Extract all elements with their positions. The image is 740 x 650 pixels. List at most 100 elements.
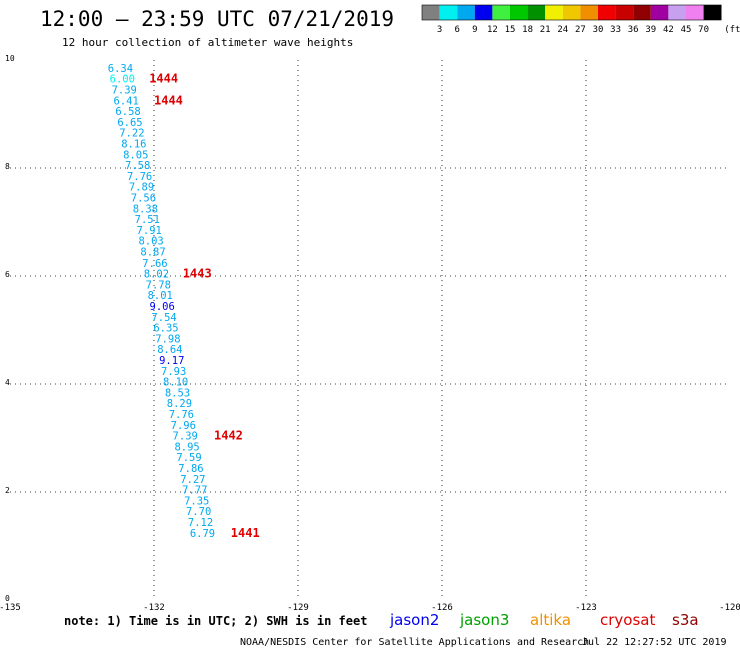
wave-height-label: 7.56 xyxy=(131,192,156,204)
wave-height-label: 6.35 xyxy=(153,323,178,335)
colorbar-label: 30 xyxy=(593,25,604,35)
colorbar-label: 42 xyxy=(663,25,674,35)
satellite-legend: jason2 jason3 altika cryosat s3a xyxy=(389,611,699,629)
satellite-legend-entry: jason3 xyxy=(459,611,509,629)
x-tick-label: -132 xyxy=(143,603,165,613)
colorbar-label: 15 xyxy=(505,25,516,35)
colorbar-frame xyxy=(421,4,722,21)
wave-height-label: 7.59 xyxy=(176,452,201,464)
colorbar-swatch xyxy=(633,5,651,20)
grid-lines xyxy=(10,60,730,600)
wave-height-label: 8.01 xyxy=(148,290,173,302)
wave-height-label: 8.03 xyxy=(138,236,163,248)
colorbar-swatch xyxy=(562,5,581,20)
pass-annotation: 1441 xyxy=(231,526,260,540)
wave-height-label: 7.66 xyxy=(142,258,167,270)
wave-height-label: 7.93 xyxy=(161,366,186,378)
colorbar-swatch xyxy=(615,5,634,20)
units-note: note: 1) Time is in UTC; 2) SWH is in fe… xyxy=(64,614,367,628)
colorbar-label: 24 xyxy=(557,25,568,35)
colorbar-label: 18 xyxy=(522,25,533,35)
wave-height-label: 8.16 xyxy=(121,138,146,150)
wave-height-label: 7.58 xyxy=(125,160,150,172)
colorbar-label: 36 xyxy=(628,25,639,35)
wave-height-label: 7.35 xyxy=(184,495,209,507)
colorbar-swatch xyxy=(545,5,563,20)
colorbar-swatch xyxy=(580,5,598,20)
colorbar-swatch xyxy=(650,5,669,20)
satellite-legend-entry: altika xyxy=(530,611,571,629)
chart-title: 12:00 – 23:59 UTC 07/21/2019 xyxy=(40,7,394,31)
wave-height-label: 6.00 xyxy=(110,74,135,86)
wave-height-label: 8.53 xyxy=(165,387,190,399)
colorbar-swatch xyxy=(668,5,686,20)
wave-height-label: 6.65 xyxy=(117,117,142,129)
x-tick-label: -126 xyxy=(431,603,453,613)
colorbar-swatch xyxy=(703,5,722,20)
y-tick-label: 6 xyxy=(5,270,10,279)
wave-height-label: 7.91 xyxy=(137,225,162,237)
colorbar-label: 39 xyxy=(645,25,656,35)
pass-annotation: 1444 xyxy=(154,93,183,107)
colorbar-label: 12 xyxy=(487,25,498,35)
wave-height-label: 7.86 xyxy=(178,463,203,475)
x-tick-label: -129 xyxy=(287,603,309,613)
colorbar-swatch xyxy=(474,5,493,20)
colorbar-label: 45 xyxy=(681,25,692,35)
pass-number-annotations: 1444 1444 1443 1442 1441 xyxy=(149,72,260,540)
colorbar-unit: (ft) xyxy=(724,25,740,35)
wave-height-label: 7.12 xyxy=(188,517,213,529)
colorbar-swatch xyxy=(527,5,546,20)
colorbar-swatch xyxy=(686,5,704,20)
x-tick-label: -123 xyxy=(575,603,597,613)
wave-height-label: 7.98 xyxy=(155,333,180,345)
wave-height-label: 7.77 xyxy=(182,485,207,497)
generated-timestamp: Jul 22 12:27:52 UTC 2019 xyxy=(582,637,727,648)
wave-height-label: 6.34 xyxy=(108,63,133,75)
wave-height-label: 6.79 xyxy=(190,528,215,540)
credit-line: NOAA/NESDIS Center for Satellite Applica… xyxy=(240,637,589,648)
wave-height-label: 8.05 xyxy=(123,149,148,161)
wave-height-label: 7.96 xyxy=(171,420,196,432)
wave-height-label: 7.39 xyxy=(112,84,137,96)
colorbar-label: 3 xyxy=(437,25,442,35)
y-tick-label: 8 xyxy=(5,162,10,171)
x-tick-label: -120 xyxy=(719,603,740,613)
data-point-labels: 6.346.007.396.416.586.657.228.168.057.58… xyxy=(108,63,215,540)
wave-height-label: 8.64 xyxy=(157,344,182,356)
colorbar-swatch xyxy=(492,5,510,20)
colorbar-label: 70 xyxy=(698,25,709,35)
wave-height-label: 8.02 xyxy=(144,269,169,281)
x-axis-ticks: -135 -132 -129 -126 -123 -120 xyxy=(0,603,740,613)
wave-height-label: 7.39 xyxy=(173,431,198,443)
colorbar-swatch xyxy=(598,5,616,20)
wave-height-label: 7.76 xyxy=(169,409,194,421)
wave-height-label: 7.76 xyxy=(127,171,152,183)
satellite-legend-entry: cryosat xyxy=(600,611,655,629)
colorbar-swatch xyxy=(422,5,440,20)
pass-annotation: 1444 xyxy=(149,72,178,86)
wave-height-label: 9.06 xyxy=(150,301,175,313)
wave-height-label: 6.41 xyxy=(114,95,139,107)
wave-height-label: 8.10 xyxy=(163,377,188,389)
satellite-legend-entry: s3a xyxy=(672,611,699,629)
wave-height-label: 7.22 xyxy=(119,128,144,140)
wave-height-label: 8.87 xyxy=(140,246,165,258)
wave-height-label: 7.27 xyxy=(180,474,205,486)
wave-height-label: 6.58 xyxy=(115,106,140,118)
colorbar-swatch xyxy=(439,5,458,20)
y-tick-label: 0 xyxy=(5,594,10,603)
wave-height-label: 7.89 xyxy=(129,182,154,194)
wave-height-label: 8.95 xyxy=(174,441,199,453)
wave-height-label: 7.70 xyxy=(186,506,211,518)
wave-height-label: 8.29 xyxy=(167,398,192,410)
y-tick-label: 10 xyxy=(5,54,15,63)
colorbar-label: 33 xyxy=(610,25,621,35)
satellite-legend-entry: jason2 xyxy=(389,611,439,629)
chart-subtitle: 12 hour collection of altimeter wave hei… xyxy=(62,36,353,49)
colorbar-label: 9 xyxy=(472,25,477,35)
wave-height-label: 7.54 xyxy=(151,312,176,324)
wave-height-label: 9.17 xyxy=(159,355,184,367)
